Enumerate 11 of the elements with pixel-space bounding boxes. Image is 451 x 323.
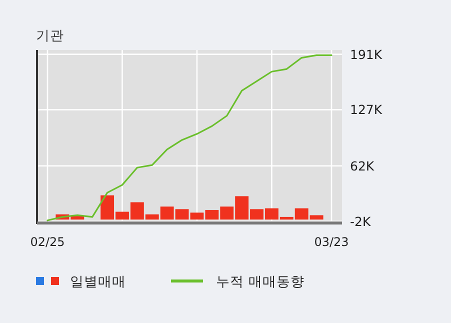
legend-bar: 일별매매 xyxy=(51,274,126,290)
x-tick-label: 03/23 xyxy=(314,235,349,249)
legend-line: 누적 매매동향 xyxy=(171,274,304,290)
y-tick-label: 191K xyxy=(350,46,383,62)
y-tick-label: 127K xyxy=(350,102,383,118)
legend-label: 일별매매 xyxy=(70,274,126,290)
x-tick-label: 02/25 xyxy=(30,235,65,249)
chart-title: 기관 xyxy=(36,28,64,44)
y-tick-label: 62K xyxy=(350,158,375,174)
y-tick-label: -2K xyxy=(350,214,372,229)
legend-label: 누적 매매동향 xyxy=(216,274,304,290)
